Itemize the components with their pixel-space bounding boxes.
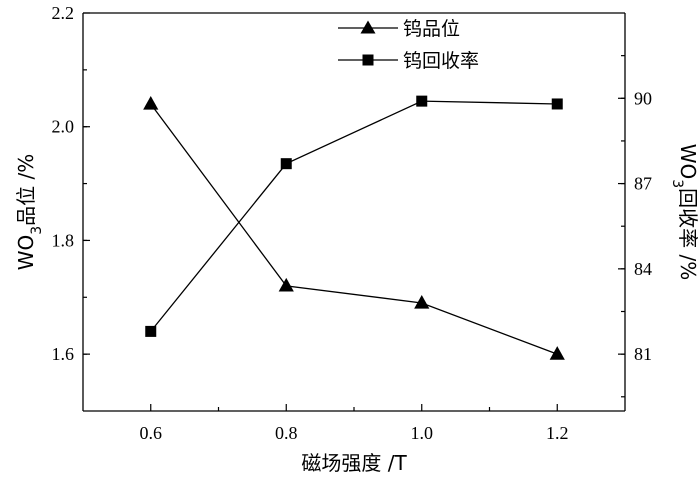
x-tick-label-0: 0.6: [140, 423, 163, 443]
right-tick-label-1: 84: [634, 259, 652, 279]
legend-entry-recovery: 钨回收率: [338, 50, 479, 72]
right-y-axis-title: WO3回收率 /%: [669, 144, 700, 281]
legend-recovery-label: 钨回收率: [403, 50, 479, 72]
right-tick-label-2: 87: [634, 174, 652, 194]
left-y-axis-title-prefix: WO: [14, 235, 38, 271]
x-tick-label-3: 1.2: [546, 423, 569, 443]
left-y-axis-title-suffix: 品位 /%: [14, 154, 38, 226]
right-tick-label-3: 90: [634, 88, 652, 108]
left-y-axis-title-sub: 3: [29, 226, 45, 235]
right-tick-label-0: 81: [634, 344, 652, 364]
grade-point-1: [278, 277, 294, 292]
legend-entry-grade: 钨品位: [338, 18, 460, 40]
series-layer: [143, 95, 565, 360]
recovery-point-1: [280, 158, 292, 170]
left-tick-label-0: 1.6: [52, 344, 75, 364]
recovery-point-2: [416, 95, 428, 107]
left-tick-label-1: 1.8: [52, 230, 75, 250]
x-tick-label-1: 0.8: [275, 423, 298, 443]
legend-grade-label: 钨品位: [403, 18, 460, 40]
recovery-point-0: [145, 325, 157, 337]
right-y-axis-title-prefix: WO: [676, 144, 700, 180]
legend: 钨品位 钨回收率: [338, 18, 479, 72]
legend-recovery-square-marker: [362, 54, 374, 66]
x-tick-label-2: 1.0: [411, 423, 434, 443]
right-y-ticks: 81 84 87 90: [618, 55, 652, 398]
right-y-axis-title-suffix: 回收率 /%: [676, 188, 700, 280]
left-y-ticks: 1.6 1.8 2.0 2.2: [52, 3, 90, 364]
left-y-axis-title: WO3品位 /%: [14, 154, 45, 271]
left-tick-label-2: 2.0: [52, 117, 75, 137]
right-y-axis-title-sub: 3: [669, 179, 685, 188]
grade-point-2: [414, 294, 430, 309]
x-axis-title: 磁场强度 /T: [301, 451, 407, 475]
grade-point-0: [143, 95, 159, 110]
legend-grade-triangle-marker: [360, 20, 376, 34]
series-line-0: [150, 103, 558, 355]
left-tick-label-3: 2.2: [52, 3, 75, 23]
recovery-point-3: [551, 98, 563, 110]
grade-point-3: [549, 346, 565, 360]
x-ticks: 0.6 0.8 1.0 1.2: [140, 404, 569, 443]
series-line-1: [150, 100, 558, 332]
